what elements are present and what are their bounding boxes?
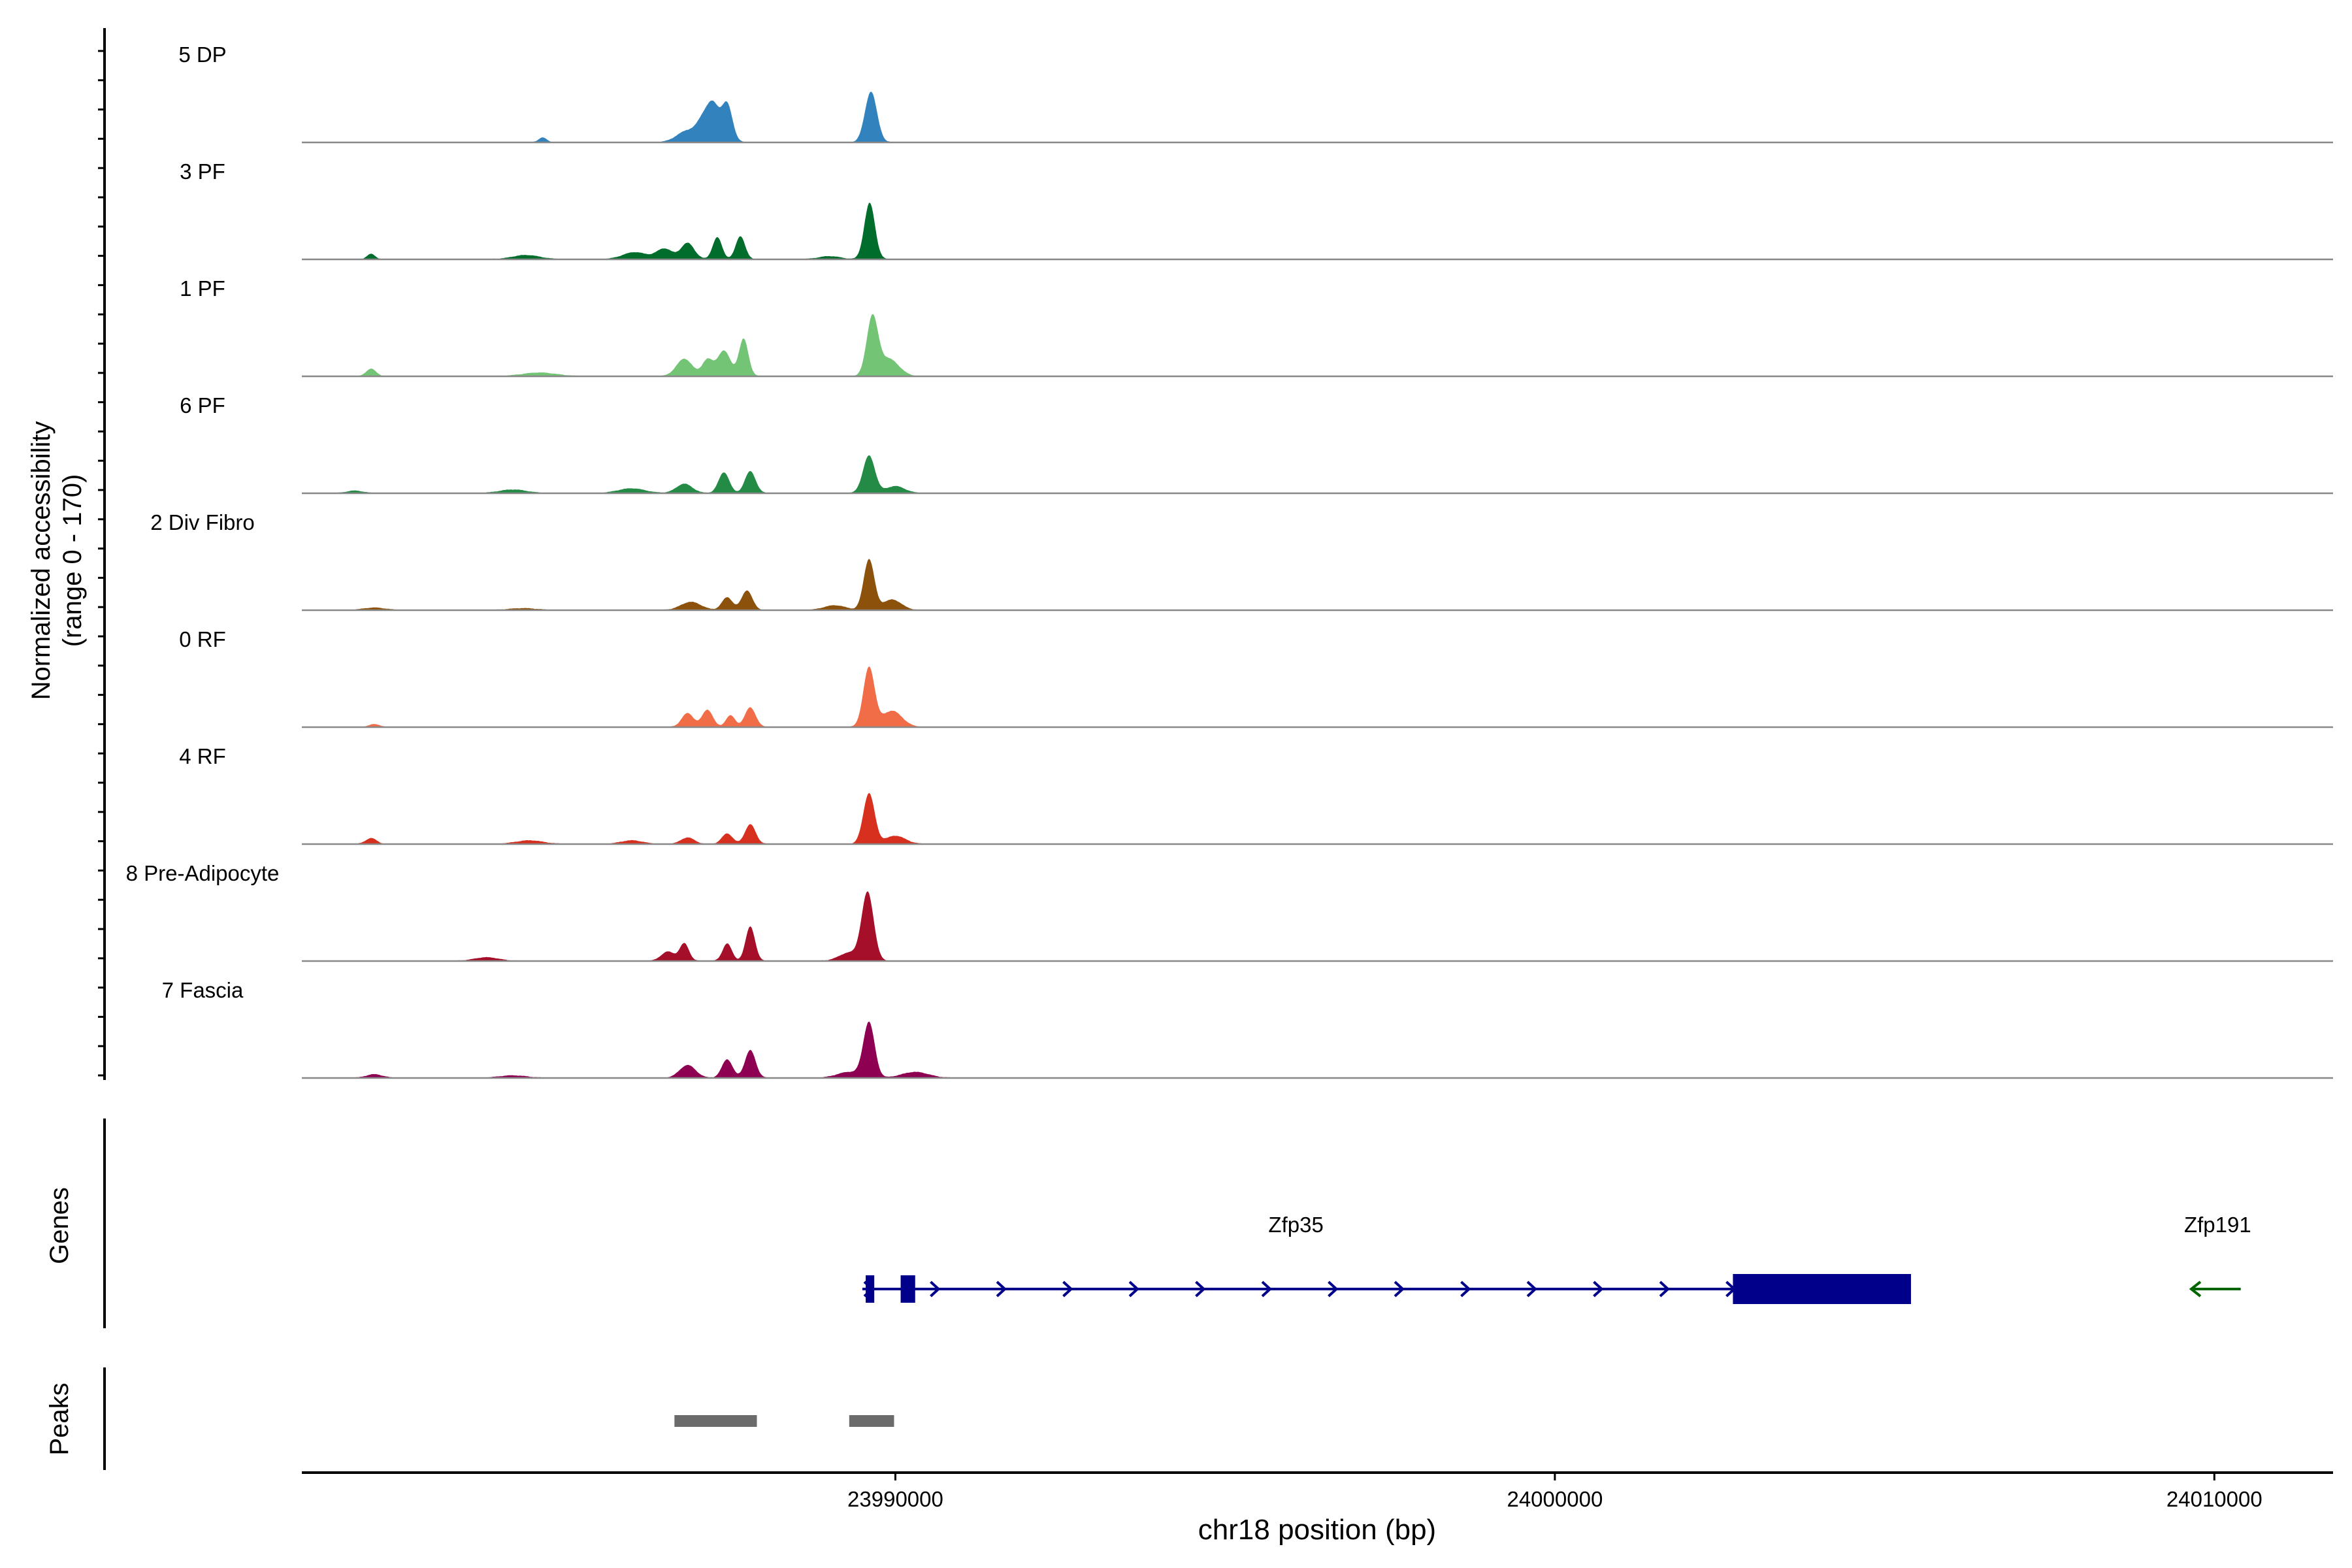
gene-exon (866, 1275, 875, 1303)
coverage-track: 6 PF (180, 393, 2333, 495)
strand-arrow (1526, 1281, 1537, 1298)
x-tick-label: 24000000 (1507, 1487, 1603, 1511)
coverage-area (302, 91, 2333, 142)
strand-arrow (1128, 1281, 1139, 1298)
y-axis-label-line1: Normalized accessibility (27, 421, 56, 700)
coverage-track: 2 Div Fibro (150, 510, 2333, 612)
coverage-area (302, 203, 2333, 259)
track-label: 1 PF (180, 276, 225, 301)
track-label: 7 Fascia (162, 978, 244, 1002)
track-label: 0 RF (179, 627, 226, 651)
strand-arrow (1659, 1281, 1670, 1298)
coverage-area (302, 455, 2333, 493)
strand-arrow (1593, 1281, 1604, 1298)
strand-arrow (1394, 1281, 1405, 1298)
strand-arrow (1195, 1281, 1206, 1298)
coverage-track: 1 PF (180, 276, 2333, 378)
coverage-track: 0 RF (179, 627, 2333, 728)
gene-model: Zfp35 (862, 1213, 1911, 1304)
strand-arrow (1261, 1281, 1272, 1298)
track-label: 3 PF (180, 159, 225, 184)
x-axis-label: chr18 position (bp) (1198, 1514, 1436, 1546)
track-label: 6 PF (180, 393, 225, 417)
peaks-track-label: Peaks (45, 1382, 74, 1455)
gene-name-label: Zfp35 (1268, 1213, 1323, 1237)
peak-region (849, 1415, 894, 1427)
coverage-area (302, 666, 2333, 727)
genes-layer: Zfp35 Zfp191 (862, 1213, 2251, 1304)
coverage-area (302, 314, 2333, 376)
gene-exon (900, 1275, 915, 1303)
strand-arrow (1062, 1281, 1073, 1298)
gene-coding-block (1733, 1274, 1911, 1304)
peak-region (674, 1415, 757, 1427)
coverage-track: 4 RF (179, 744, 2333, 845)
genes-track-label: Genes (45, 1187, 74, 1264)
strand-arrow (996, 1281, 1007, 1298)
coverage-tracks: 5 DP 3 PF 1 PF 6 PF 2 Div Fibro 0 RF 4 RF 8 Pre… (126, 42, 2333, 1079)
peaks-layer (674, 1415, 894, 1427)
coverage-area (302, 891, 2333, 961)
strand-arrow (1460, 1281, 1471, 1298)
coverage-track: 5 DP (178, 42, 2333, 144)
coverage-area (302, 559, 2333, 610)
strand-arrow (2189, 1281, 2202, 1298)
coverage-track: 3 PF (180, 159, 2333, 261)
strand-arrow (930, 1281, 941, 1298)
gene-name-label: Zfp191 (2184, 1213, 2251, 1237)
track-label: 4 RF (179, 744, 226, 768)
track-label: 5 DP (178, 42, 226, 67)
coverage-track: 8 Pre-Adipocyte (126, 861, 2333, 962)
track-label: 8 Pre-Adipocyte (126, 861, 280, 885)
x-axis-ticks: 23990000 24000000 24010000 (847, 1473, 2262, 1511)
coverage-area (302, 1021, 2333, 1078)
coverage-y-ticks (98, 50, 105, 1077)
strand-arrow (1328, 1281, 1339, 1298)
x-tick-label: 24010000 (2166, 1487, 2262, 1511)
x-tick-label: 23990000 (847, 1487, 943, 1511)
coverage-track: 7 Fascia (162, 978, 2333, 1079)
coverage-area (302, 792, 2333, 844)
gene-model: Zfp191 (2184, 1213, 2251, 1298)
y-axis-label-line2: (range 0 - 170) (58, 474, 87, 647)
track-label: 2 Div Fibro (150, 510, 255, 534)
